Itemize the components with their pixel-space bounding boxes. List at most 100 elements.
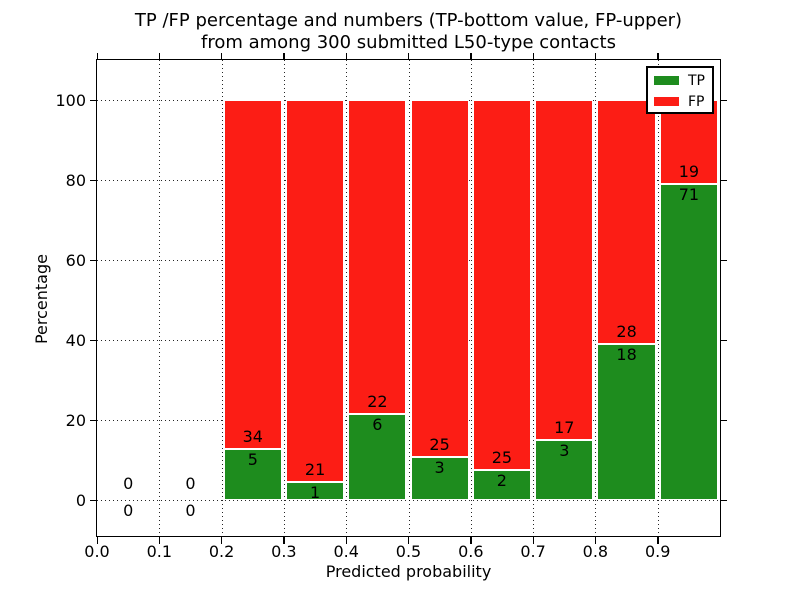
tp-count-label: 1 [310,482,321,502]
v-gridline [533,60,535,537]
y-tick-mark [90,499,97,501]
tp-bar-segment [535,440,594,500]
y-tick-mark [90,99,97,101]
x-tick-label: 0.5 [395,542,422,561]
tp-count-label: 2 [496,471,507,491]
legend-item-tp: TP [648,70,712,91]
v-gridline [657,60,659,537]
fp-bar-segment [348,100,407,415]
v-gridline [408,60,410,537]
v-gridline [346,60,348,537]
x-tick-mark [221,537,223,544]
x-tick-mark [283,537,285,544]
x-tick-mark [96,537,98,544]
fp-count-label: 22 [367,392,388,412]
fp-bar-segment [472,100,532,471]
legend-label-tp: TP [688,72,705,89]
v-gridline [595,60,597,537]
fp-count-label: 0 [185,474,196,493]
y-tick-label: 100 [55,90,86,110]
fp-bar-segment [285,100,345,482]
fp-bar-segment [597,100,656,344]
y-tick-mark [90,259,97,261]
tp-bar-segment [597,343,656,500]
legend: TP FP [646,66,714,114]
tp-bar-segment [285,481,345,500]
x-axis-label: Predicted probability [325,562,492,581]
x-tick-mark [594,537,597,544]
tp-count-label: 3 [559,441,570,460]
y-tick-mark-right [720,259,727,261]
y-axis-label: Percentage [32,254,51,345]
y-tick-mark-right [720,499,727,501]
tp-count-label: 5 [247,449,258,469]
legend-item-fp: FP [648,91,712,112]
fp-count-label: 21 [304,459,326,479]
x-tick-mark [408,537,410,544]
fp-count-label: 25 [491,448,513,468]
x-tick-label: 0.2 [208,542,235,561]
fp-count-label: 34 [242,426,263,446]
chart-title: TP /FP percentage and numbers (TP-bottom… [17,10,800,54]
x-tick-label: 0.7 [520,542,546,561]
x-tick-mark-top [345,53,348,60]
y-tick-label: 40 [65,330,86,350]
fp-bar-segment [410,100,469,458]
tp-count-label: 71 [678,185,700,205]
v-gridline [470,60,472,537]
x-tick-mark-top [408,53,410,60]
chart-title-line1: TP /FP percentage and numbers (TP-bottom… [134,10,683,31]
tp-count-label: 18 [616,344,637,364]
y-tick-mark [90,339,97,341]
tp-count-label: 0 [185,501,196,520]
tp-bar-segment [472,470,532,500]
x-tick-mark-top [532,53,534,60]
x-tick-label: 0.0 [84,542,110,561]
tp-bar-segment [659,184,718,500]
fp-bar-segment [535,100,594,440]
y-tick-label: 20 [65,410,86,430]
zero-gridline [97,500,720,501]
y-tick-mark [90,419,97,421]
y-tick-mark [90,179,97,181]
v-gridline [159,60,161,537]
x-tick-mark-top [657,53,659,60]
x-tick-label: 0.8 [582,542,609,561]
fp-bar-segment [659,100,718,185]
x-tick-mark-top [470,53,472,60]
y-tick-mark-right [720,419,727,421]
x-tick-label: 0.9 [644,542,671,561]
plot-area: 0 0 0 0 34 5 21 1 22 6 25 3 25 2 17 3 28 18 19 71 [97,60,720,537]
x-tick-mark [532,537,534,544]
x-tick-mark [345,537,348,544]
x-tick-mark-top [158,53,161,60]
fp-bar-segment [223,100,282,449]
x-tick-mark-top [283,53,285,60]
v-gridline [221,60,223,537]
fp-color-swatch [654,97,679,106]
fp-count-label: 25 [429,435,450,455]
x-tick-label: 0.6 [458,542,484,561]
v-gridline [283,60,285,537]
y-tick-label: 0 [75,490,86,510]
tp-count-label: 0 [123,501,134,520]
x-tick-mark-top [221,53,223,60]
tp-bar-segment [223,448,282,500]
x-tick-mark-top [96,53,98,60]
x-tick-label: 0.3 [271,542,297,561]
x-tick-label: 0.1 [146,542,173,561]
x-tick-mark [470,537,472,544]
x-tick-label: 0.4 [333,542,359,561]
y-tick-mark-right [720,99,727,101]
x-tick-mark-top [594,53,597,60]
fp-count-label: 28 [616,321,637,341]
tp-color-swatch [654,76,679,85]
tp-bar-segment [410,457,469,500]
fp-count-label: 0 [123,474,134,493]
x-tick-mark [657,537,659,544]
fp-count-label: 17 [554,418,575,437]
y-tick-label: 80 [65,170,86,190]
tp-count-label: 6 [372,415,383,435]
y-tick-mark-right [720,339,727,341]
